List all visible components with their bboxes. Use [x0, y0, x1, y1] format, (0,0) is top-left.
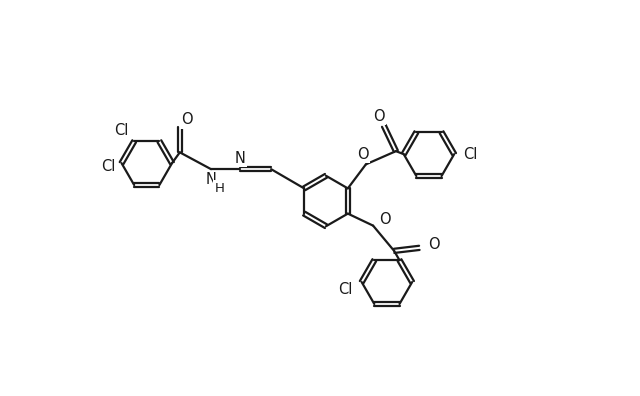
Text: N: N	[205, 173, 216, 187]
Text: H: H	[214, 182, 225, 195]
Text: O: O	[379, 212, 390, 227]
Text: Cl: Cl	[463, 147, 477, 162]
Text: Cl: Cl	[101, 159, 116, 174]
Text: N: N	[234, 151, 245, 166]
Text: O: O	[428, 237, 440, 252]
Text: Cl: Cl	[114, 123, 128, 138]
Text: O: O	[373, 109, 385, 124]
Text: Cl: Cl	[339, 282, 353, 297]
Text: O: O	[181, 112, 193, 128]
Text: O: O	[357, 147, 369, 162]
